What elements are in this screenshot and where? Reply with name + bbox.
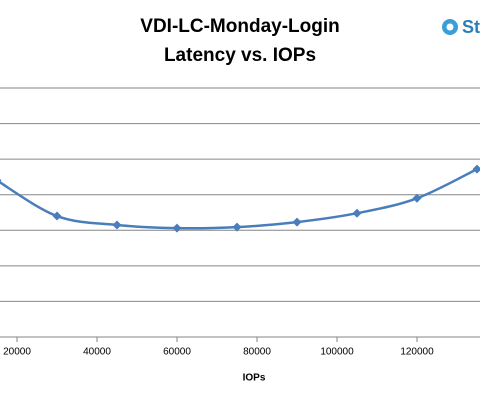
data-point	[232, 222, 242, 232]
x-tick-label: 40000	[83, 347, 111, 358]
data-point	[52, 211, 62, 221]
chart-subtitle: Latency vs. IOPs	[164, 45, 316, 66]
x-axis-label: IOPs	[243, 373, 266, 384]
data-point	[112, 220, 122, 230]
x-tick-label: 80000	[243, 347, 271, 358]
x-tick-label: 120000	[400, 347, 434, 358]
logo-text: St	[462, 17, 480, 37]
data-point	[412, 193, 422, 203]
x-tick-label: 20000	[3, 347, 31, 358]
data-point	[352, 208, 362, 218]
data-point	[472, 164, 480, 174]
data-point	[0, 178, 2, 182]
x-tick-label: 100000	[320, 347, 354, 358]
logo: St	[442, 17, 480, 37]
data-point	[292, 217, 302, 227]
x-tick-label: 60000	[163, 347, 191, 358]
data-point	[172, 223, 182, 233]
logo-icon-hole	[446, 23, 454, 31]
chart-title: VDI-LC-Monday-Login	[140, 16, 339, 37]
